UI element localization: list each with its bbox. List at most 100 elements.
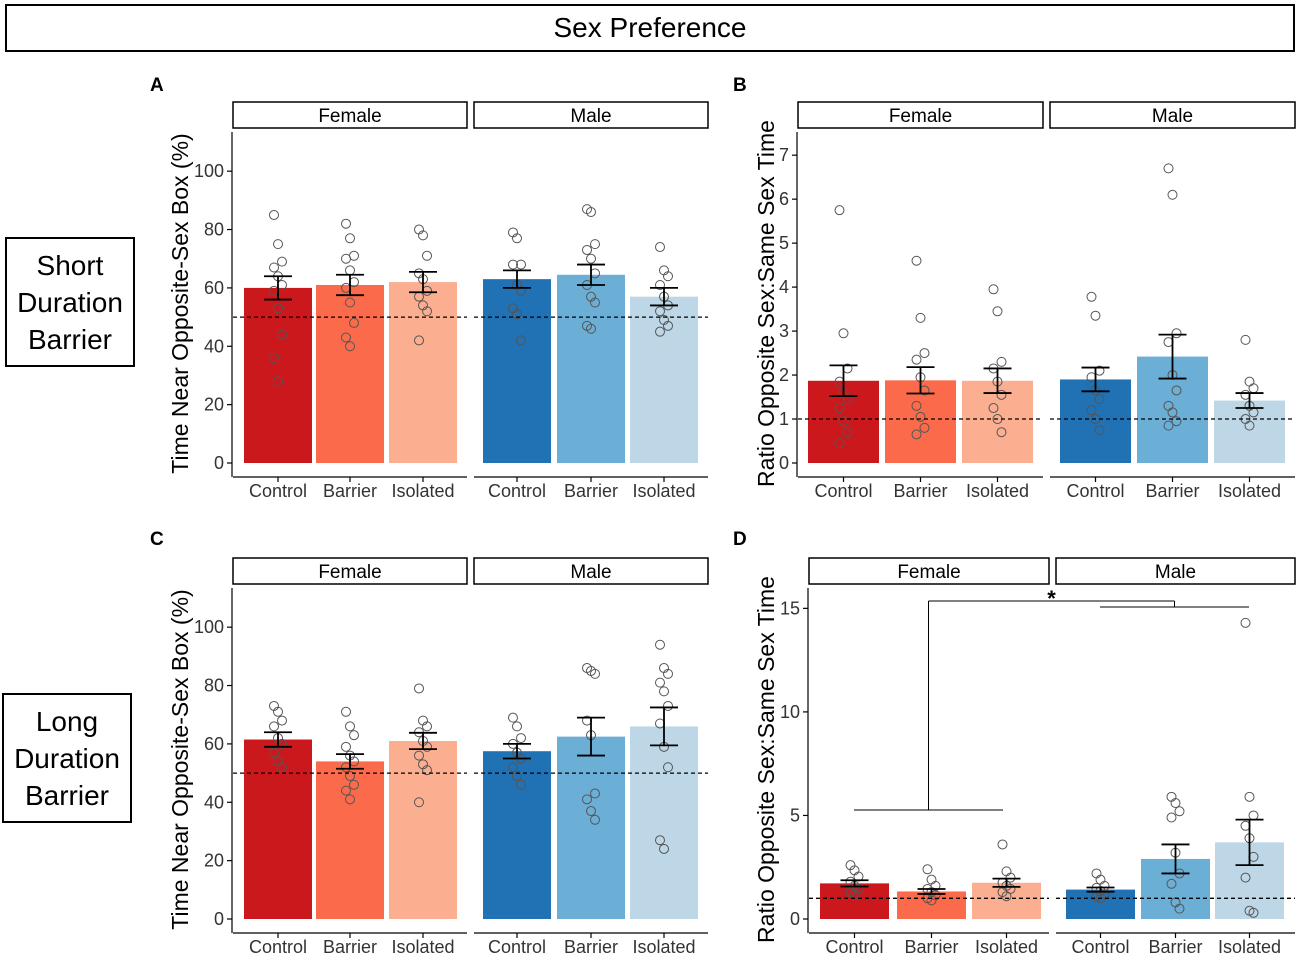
data-point xyxy=(341,253,351,264)
data-point xyxy=(1171,385,1182,396)
data-point xyxy=(1094,425,1105,436)
facet-label: Male xyxy=(1152,106,1193,127)
significance-label: * xyxy=(1047,586,1056,611)
bar-male-isolated xyxy=(630,296,698,463)
facet-label: Female xyxy=(318,106,381,127)
data-point xyxy=(1091,868,1102,879)
x-tick-label: Isolated xyxy=(391,481,454,501)
data-point xyxy=(655,326,665,337)
data-point xyxy=(655,242,665,253)
panel-letter: A xyxy=(150,75,164,96)
x-tick-label: Barrier xyxy=(904,937,958,957)
data-point xyxy=(516,733,526,744)
data-point xyxy=(1166,878,1177,889)
data-point xyxy=(1248,383,1259,394)
data-point xyxy=(269,721,279,732)
row-label-line: Barrier xyxy=(27,323,112,355)
data-point xyxy=(269,262,279,273)
data-point xyxy=(996,389,1007,400)
data-point xyxy=(1240,617,1251,628)
data-point xyxy=(582,244,592,255)
panel-letter: C xyxy=(150,529,164,550)
data-point xyxy=(1163,420,1174,431)
row-label-line: Duration xyxy=(17,286,123,318)
data-point xyxy=(586,323,596,334)
data-point xyxy=(269,209,279,220)
x-tick-label: Isolated xyxy=(391,937,454,957)
row-label-short-duration: Short Duration Barrier xyxy=(5,237,135,367)
x-tick-label: Control xyxy=(1071,937,1129,957)
data-point xyxy=(516,335,526,346)
data-point xyxy=(345,341,355,352)
data-point xyxy=(341,332,351,343)
facet-strip xyxy=(232,101,468,129)
y-tick-label: 0 xyxy=(779,453,789,473)
y-tick-label: 5 xyxy=(779,233,789,253)
facet-strip xyxy=(1049,101,1296,129)
data-point xyxy=(273,376,283,387)
y-tick-label: 40 xyxy=(204,336,224,356)
data-point xyxy=(663,668,673,679)
data-point xyxy=(663,700,673,711)
data-point xyxy=(586,806,596,817)
y-tick-label: 60 xyxy=(204,734,224,754)
data-point xyxy=(1166,791,1177,802)
data-point xyxy=(1171,416,1182,427)
y-axis-title: Ratio Opposite Sex:Same Sex Time xyxy=(753,120,779,487)
data-point xyxy=(349,779,359,790)
x-tick-label: Barrier xyxy=(564,937,618,957)
data-point xyxy=(834,403,845,414)
data-point xyxy=(1170,798,1181,809)
y-axis-title: Time Near Opposite-Sex Box (%) xyxy=(167,133,193,473)
data-point xyxy=(915,411,926,422)
x-tick-label: Control xyxy=(488,481,546,501)
facet-strip xyxy=(797,101,1044,129)
x-tick-label: Control xyxy=(249,481,307,501)
data-point xyxy=(273,239,283,250)
data-point xyxy=(1005,872,1016,883)
facet-strip xyxy=(473,557,709,585)
row-label-long-duration: Long Duration Barrier xyxy=(2,693,132,823)
data-point xyxy=(1174,903,1185,914)
data-point xyxy=(273,303,283,314)
data-point xyxy=(1174,806,1185,817)
data-point xyxy=(345,794,355,805)
data-point xyxy=(349,317,359,328)
y-tick-label: 100 xyxy=(194,617,224,637)
data-point xyxy=(422,250,432,261)
data-point xyxy=(1094,394,1105,405)
y-tick-label: 7 xyxy=(779,145,789,165)
x-tick-label: Isolated xyxy=(966,481,1029,501)
y-tick-label: 6 xyxy=(779,189,789,209)
data-point xyxy=(1244,420,1255,431)
x-tick-label: Isolated xyxy=(632,481,695,501)
data-point xyxy=(512,721,522,732)
row-label-line: Long xyxy=(35,705,99,737)
data-point xyxy=(516,779,526,790)
data-point xyxy=(659,843,669,854)
data-point xyxy=(341,218,351,229)
x-tick-label: Control xyxy=(814,481,872,501)
data-point xyxy=(988,403,999,414)
data-point xyxy=(277,256,287,267)
facet-label: Female xyxy=(318,562,381,583)
facet-label: Female xyxy=(897,562,960,583)
data-point xyxy=(996,356,1007,367)
data-point xyxy=(277,762,287,773)
y-tick-label: 20 xyxy=(204,395,224,415)
data-point xyxy=(1001,866,1012,877)
data-point xyxy=(1240,872,1251,883)
data-point xyxy=(997,839,1008,850)
row-label-line: Short xyxy=(36,249,104,281)
data-point xyxy=(1086,405,1097,416)
data-point xyxy=(341,706,351,717)
row-label-line: Duration xyxy=(14,742,120,774)
data-point xyxy=(422,765,432,776)
y-tick-label: 15 xyxy=(780,598,800,618)
data-point xyxy=(269,747,279,758)
y-tick-label: 0 xyxy=(214,453,224,473)
data-point xyxy=(512,233,522,244)
data-point xyxy=(582,794,592,805)
data-point xyxy=(422,721,432,732)
data-point xyxy=(422,306,432,317)
